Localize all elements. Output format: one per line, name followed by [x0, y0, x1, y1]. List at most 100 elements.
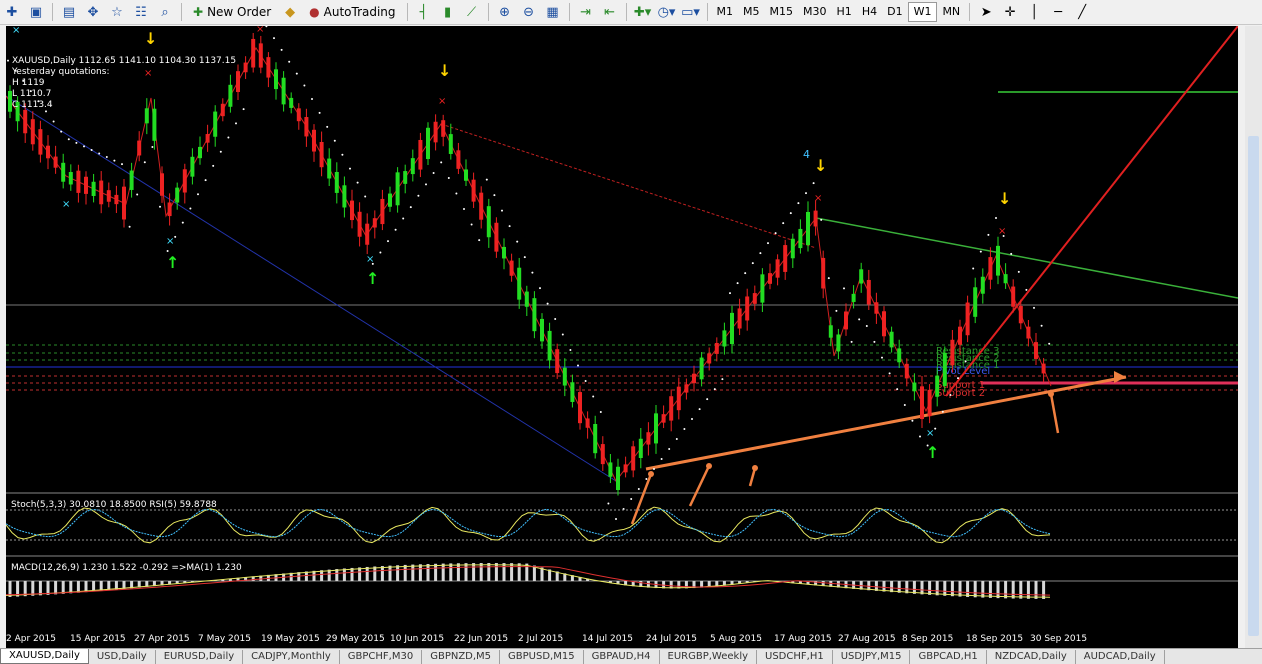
timeframe-m5[interactable]: M5 — [738, 3, 765, 21]
chart-tab[interactable]: USDJPY,M15 — [833, 650, 911, 664]
chart-tab[interactable]: GBPCHF,M30 — [340, 650, 422, 664]
fractal-down-arrow: ↓ — [144, 29, 157, 48]
timeframe-h4[interactable]: H4 — [857, 3, 882, 21]
sar-dot — [699, 408, 701, 410]
chart-info: XAUUSD,Daily 1112.65 1141.10 1104.30 113… — [12, 56, 236, 111]
chart-tab[interactable]: USD,Daily — [89, 650, 156, 664]
macd-histogram-bar — [457, 563, 460, 581]
chart-tab[interactable]: GBPUSD,M15 — [500, 650, 584, 664]
sar-dot — [349, 168, 351, 170]
scrollbar-thumb[interactable] — [1248, 136, 1259, 636]
candle-body — [327, 159, 331, 179]
new-chart-icon[interactable]: ✚ — [1, 2, 23, 22]
candle-body — [122, 187, 126, 220]
chart-tab[interactable]: EURGBP,Weekly — [660, 650, 758, 664]
new-order-button[interactable]: ✚ New Order — [187, 2, 277, 22]
navigator-icon[interactable]: ☷ — [130, 2, 152, 22]
sar-dot — [797, 202, 799, 204]
sar-dot — [562, 334, 564, 336]
chart-tab[interactable]: USDCHF,H1 — [757, 650, 833, 664]
sar-dot — [661, 458, 663, 460]
candle-body — [578, 392, 582, 423]
candle-body — [662, 414, 666, 423]
chart-tab[interactable]: EURUSD,Daily — [156, 650, 243, 664]
chart-window-icon[interactable]: ▤ — [58, 2, 80, 22]
zoom-out-icon[interactable]: ⊖ — [518, 2, 540, 22]
timeframe-d1[interactable]: D1 — [882, 3, 907, 21]
candle-body — [206, 134, 210, 143]
macd-histogram-bar — [1004, 581, 1007, 598]
sar-dot — [189, 207, 191, 209]
chart-tab[interactable]: GBPCAD,H1 — [910, 650, 986, 664]
candle-body — [274, 69, 278, 89]
cyan-x-marker: × — [166, 236, 174, 247]
macd-histogram-bar — [449, 563, 452, 581]
cursor-icon[interactable]: ➤ — [975, 2, 997, 22]
sar-dot — [851, 341, 853, 343]
timeframe-m15[interactable]: M15 — [765, 3, 799, 21]
bar-chart-icon[interactable]: ┤ — [413, 2, 435, 22]
chart-tab[interactable]: GBPNZD,M5 — [422, 650, 500, 664]
chart-tab[interactable]: GBPAUD,H4 — [584, 650, 660, 664]
timeframe-m30[interactable]: M30 — [798, 3, 832, 21]
periods-clock-icon[interactable]: ◷▾ — [656, 2, 678, 22]
chart-tab[interactable]: NZDCAD,Daily — [987, 650, 1076, 664]
date-tick-label: 27 Aug 2015 — [838, 634, 896, 644]
macd-histogram-bar — [389, 566, 392, 581]
sar-dot — [478, 239, 480, 241]
zoom-in-icon[interactable]: ⊕ — [494, 2, 516, 22]
candle-body — [251, 39, 255, 68]
expert-icon[interactable]: ◆ — [279, 2, 301, 22]
candle-body — [768, 273, 772, 284]
macd-histogram-bar — [943, 581, 946, 596]
favorites-star-icon[interactable]: ☆ — [106, 2, 128, 22]
trendline-icon[interactable]: ╱ — [1071, 2, 1093, 22]
chart-tab[interactable]: AUDCAD,Daily — [1076, 650, 1165, 664]
terminal-icon[interactable]: ⌕ — [154, 2, 176, 22]
autotrading-button[interactable]: ● AutoTrading — [303, 2, 401, 22]
chart-tab[interactable]: CADJPY,Monthly — [243, 650, 340, 664]
macd-histogram-bar — [62, 581, 65, 594]
candle-body — [23, 110, 27, 133]
sar-dot — [98, 152, 100, 154]
macd-histogram-bar — [77, 581, 80, 593]
line-chart-icon[interactable]: ⟋ — [461, 2, 483, 22]
crosshair-tool-icon[interactable]: ✛ — [999, 2, 1021, 22]
sar-dot — [775, 232, 777, 234]
timeframe-h1[interactable]: H1 — [832, 3, 857, 21]
macd-histogram-bar — [351, 568, 354, 581]
horizontal-line-icon[interactable]: ─ — [1047, 2, 1069, 22]
sar-dot — [288, 61, 290, 63]
sar-dot — [83, 145, 85, 147]
candle-body — [677, 387, 681, 410]
candle-chart-icon[interactable]: ▮ — [437, 2, 459, 22]
chart-shift-icon[interactable]: ⇤ — [599, 2, 621, 22]
vertical-scrollbar[interactable] — [1245, 26, 1262, 648]
sar-dot — [569, 349, 571, 351]
candle-body — [502, 247, 506, 258]
candle-body — [411, 158, 415, 174]
timeframe-mn[interactable]: MN — [937, 3, 965, 21]
tile-windows-icon[interactable]: ▦ — [542, 2, 564, 22]
macd-histogram-bar — [997, 581, 1000, 598]
crosshair-icon[interactable]: ✥ — [82, 2, 104, 22]
orange-arrow-head — [648, 471, 654, 477]
macd-label: MACD(12,26,9) 1.230 1.522 -0.292 =>MA(1)… — [11, 563, 242, 573]
timeframe-w1[interactable]: W1 — [908, 2, 938, 22]
macd-histogram-bar — [1012, 581, 1015, 599]
timeframe-m1[interactable]: M1 — [712, 3, 739, 21]
chart-tab[interactable]: XAUUSD,Daily — [0, 649, 89, 664]
templates-icon[interactable]: ▭▾ — [680, 2, 702, 22]
sar-dot — [463, 208, 465, 210]
candle-body — [403, 171, 407, 184]
orange-arrow-head — [1048, 391, 1054, 397]
sar-dot — [1033, 307, 1035, 309]
indicators-icon[interactable]: ✚▾ — [632, 2, 654, 22]
red-x-marker: × — [438, 96, 446, 107]
separator — [407, 3, 408, 21]
vertical-line-icon[interactable]: │ — [1023, 2, 1045, 22]
profiles-icon[interactable]: ▣ — [25, 2, 47, 22]
autoscroll-icon[interactable]: ⇥ — [575, 2, 597, 22]
sar-dot — [1025, 289, 1027, 291]
